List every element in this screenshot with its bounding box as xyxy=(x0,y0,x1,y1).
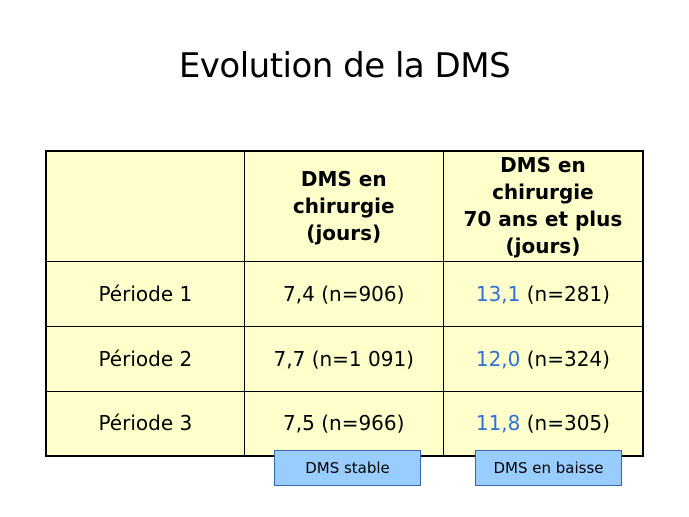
header-line: DMS en xyxy=(300,166,387,191)
count-value: (n=281) xyxy=(526,281,610,306)
dms-70-ans-cell: 12,0 (n=324) xyxy=(442,325,644,392)
header-line: chirurgie xyxy=(292,193,395,218)
header-line: (jours) xyxy=(306,220,382,245)
header-cell-dms-70-ans: DMS en chirurgie 70 ans et plus (jours) xyxy=(442,150,644,262)
dms-baisse-label: DMS en baisse xyxy=(475,450,622,486)
dms-value-highlight: 11,8 xyxy=(475,411,521,436)
dms-70-ans-cell: 13,1 (n=281) xyxy=(442,260,644,327)
dms-value-highlight: 13,1 xyxy=(475,281,521,306)
count-value: (n=324) xyxy=(526,346,610,371)
dms-value: 7,7 xyxy=(273,346,306,371)
dms-chirurgie-cell: 7,7 (n=1 091) xyxy=(243,325,444,392)
period-label: Période 2 xyxy=(45,325,245,392)
dms-value: 7,4 xyxy=(283,281,315,306)
count-value: (n=906) xyxy=(321,281,405,306)
dms-chirurgie-cell: 7,4 (n=906) xyxy=(243,260,444,327)
header-cell-empty xyxy=(45,150,245,262)
table-row: Période 1 7,4 (n=906) 13,1 (n=281) xyxy=(45,260,644,327)
header-line: (jours) xyxy=(505,234,581,259)
dms-value-highlight: 12,0 xyxy=(475,346,521,371)
dms-value: 7,5 xyxy=(283,411,315,436)
count-value: (n=966) xyxy=(321,411,405,436)
table-header-row: DMS en chirurgie (jours) DMS en chirurgi… xyxy=(45,150,644,262)
table-row: Période 2 7,7 (n=1 091) 12,0 (n=324) xyxy=(45,325,644,392)
count-value: (n=305) xyxy=(526,411,610,436)
header-cell-dms-chirurgie: DMS en chirurgie (jours) xyxy=(243,150,444,262)
dms-stable-label: DMS stable xyxy=(274,450,421,486)
table-row: Période 3 7,5 (n=966) 11,8 (n=305) xyxy=(45,390,644,457)
dms-chirurgie-cell: 7,5 (n=966) xyxy=(243,390,444,457)
header-line: 70 ans et plus xyxy=(463,207,623,232)
page-title: Evolution de la DMS xyxy=(178,46,511,86)
header-line: chirurgie xyxy=(492,180,594,205)
period-label: Période 3 xyxy=(45,390,245,457)
header-line: DMS en xyxy=(500,153,586,178)
dms-table: DMS en chirurgie (jours) DMS en chirurgi… xyxy=(45,150,644,457)
dms-70-ans-cell: 11,8 (n=305) xyxy=(442,390,644,457)
period-label: Période 1 xyxy=(45,260,245,327)
count-value: (n=1 091) xyxy=(311,346,414,371)
